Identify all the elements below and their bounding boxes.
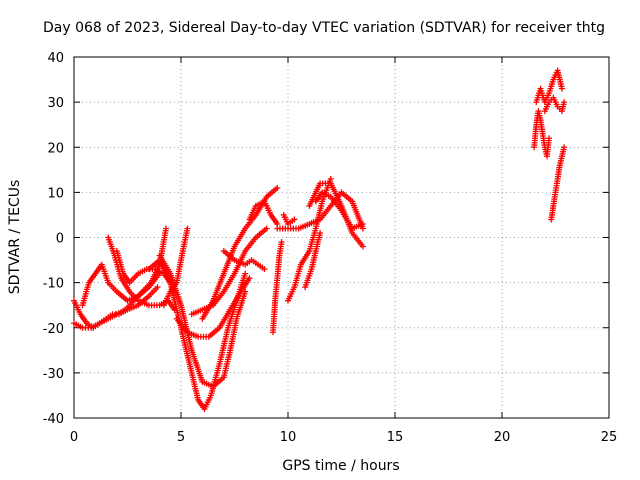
data-point	[274, 184, 281, 191]
data-point	[561, 99, 568, 106]
data-point	[561, 144, 568, 151]
x-tick-label: 0	[70, 430, 78, 445]
chart-title: Day 068 of 2023, Sidereal Day-to-day VTE…	[43, 20, 605, 36]
data-point	[546, 135, 553, 142]
y-tick-label: 40	[47, 51, 64, 66]
data-point	[359, 243, 366, 250]
data-point	[291, 216, 298, 223]
x-tick-label: 10	[280, 430, 297, 445]
x-tick-label: 5	[177, 430, 185, 445]
data-point	[278, 239, 285, 246]
data-point	[154, 284, 161, 291]
y-tick-label: -40	[43, 412, 64, 427]
y-tick-label: 30	[47, 96, 64, 111]
y-tick-label: -10	[43, 277, 64, 292]
ticks: 0 5 10 15 20 25 -40 -30 -20 -10 0 10 20 30 40	[43, 51, 618, 445]
data-point	[317, 229, 324, 236]
data-point	[184, 225, 191, 232]
data-point	[558, 85, 565, 92]
y-tick-label: 10	[47, 186, 64, 201]
data-point	[263, 225, 270, 232]
x-axis-label: GPS time / hours	[282, 458, 399, 474]
data-point	[246, 275, 253, 282]
x-tick-label: 25	[601, 430, 618, 445]
y-tick-label: 20	[47, 141, 64, 156]
data-points	[71, 67, 568, 412]
y-tick-label: -20	[43, 322, 64, 337]
y-tick-label: -30	[43, 367, 64, 382]
y-axis-label: SDTVAR / TECUs	[7, 180, 23, 295]
x-tick-label: 20	[494, 430, 511, 445]
y-tick-label: 0	[56, 232, 64, 247]
data-point	[359, 220, 366, 227]
grid	[74, 57, 609, 418]
data-point	[163, 225, 170, 232]
data-point	[261, 266, 268, 273]
x-tick-label: 15	[387, 430, 404, 445]
data-point	[242, 270, 249, 277]
